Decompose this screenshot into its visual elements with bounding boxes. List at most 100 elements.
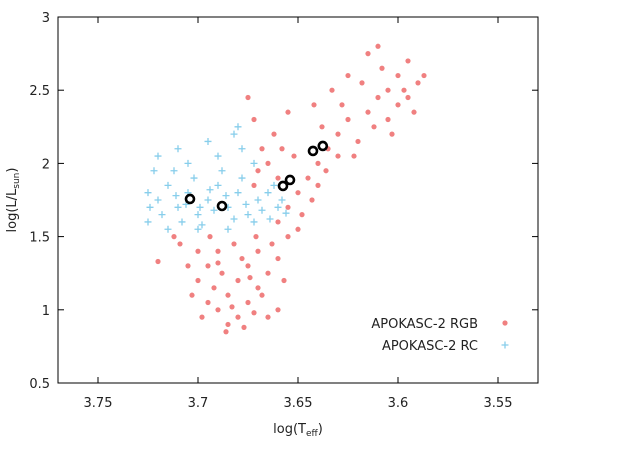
point: [164, 181, 172, 189]
x-tick-label: 3.6: [388, 396, 409, 411]
point: [319, 124, 325, 130]
highlight-point: [307, 145, 319, 157]
point: [335, 131, 341, 137]
y-tick-label: 2: [42, 157, 50, 172]
point: [215, 307, 221, 313]
point: [405, 94, 411, 101]
x-axis-label: log(Teff): [273, 422, 323, 439]
x-tick-label: 3.7: [188, 396, 209, 411]
point: [239, 255, 245, 262]
point: [224, 225, 232, 233]
point: [299, 212, 305, 218]
y-tick-label: 0.5: [29, 377, 50, 392]
point: [155, 258, 161, 265]
point: [371, 124, 377, 130]
point: [144, 218, 152, 226]
point: [214, 152, 222, 160]
point: [222, 192, 230, 200]
point: [259, 146, 265, 152]
point: [291, 153, 297, 159]
point: [265, 160, 271, 166]
point: [178, 218, 186, 226]
point: [196, 203, 204, 211]
point: [158, 211, 166, 219]
point: [323, 168, 329, 174]
point: [171, 234, 177, 240]
point: [223, 329, 229, 335]
point: [315, 160, 321, 166]
point: [184, 159, 192, 167]
point: [250, 218, 258, 226]
point: [275, 219, 281, 225]
point: [234, 189, 242, 197]
point: [253, 234, 259, 240]
x-label-main: log(T: [273, 422, 306, 437]
point: [355, 138, 361, 145]
point: [225, 321, 231, 328]
point: [234, 123, 242, 131]
point: [205, 263, 211, 269]
point: [229, 304, 235, 310]
y-tick-label: 1: [42, 304, 50, 319]
point: [207, 234, 213, 240]
highlight-point: [284, 174, 296, 186]
point: [282, 209, 290, 217]
y-tick-label: 1.5: [29, 231, 50, 246]
point: [254, 196, 262, 204]
point: [339, 102, 345, 108]
y-tick-label: 3: [42, 11, 50, 26]
point: [238, 145, 246, 153]
point: [270, 181, 278, 189]
point: [210, 206, 218, 214]
point: [274, 203, 282, 211]
point: [401, 87, 407, 93]
point: [255, 248, 261, 254]
point: [265, 314, 271, 320]
point: [251, 310, 257, 316]
point: [204, 137, 212, 145]
point: [214, 181, 222, 189]
point: [379, 65, 385, 71]
point: [219, 270, 225, 276]
point: [365, 51, 371, 57]
point: [275, 175, 281, 181]
point: [264, 189, 272, 197]
point: [255, 168, 261, 174]
point: [421, 72, 427, 79]
legend-label: APOKASC-2 RC: [382, 339, 478, 354]
point: [230, 130, 238, 138]
point: [205, 299, 211, 306]
point: [199, 314, 205, 320]
point: [190, 174, 198, 182]
point: [250, 159, 258, 167]
point: [189, 292, 195, 298]
point: [329, 87, 335, 93]
point: [194, 211, 202, 219]
point: [245, 263, 251, 269]
point: [275, 255, 281, 262]
point: [251, 182, 257, 188]
point: [235, 277, 241, 284]
point: [275, 307, 281, 313]
point: [305, 175, 311, 181]
point: [255, 285, 261, 291]
point: [395, 72, 401, 79]
point: [195, 277, 201, 284]
point: [375, 43, 381, 49]
point: [345, 72, 351, 79]
y-tick-label: 2.5: [29, 84, 50, 99]
point: [198, 221, 206, 229]
point: [235, 314, 241, 320]
point: [244, 211, 252, 219]
point: [230, 215, 238, 223]
point: [415, 80, 421, 86]
point: [172, 192, 180, 200]
point: [365, 109, 371, 115]
point: [375, 94, 381, 101]
point: [405, 58, 411, 64]
x-tick-label: 3.75: [84, 396, 113, 411]
point: [174, 145, 182, 153]
point: [238, 174, 246, 182]
point: [271, 131, 277, 137]
y-label-end: ): [5, 168, 20, 173]
